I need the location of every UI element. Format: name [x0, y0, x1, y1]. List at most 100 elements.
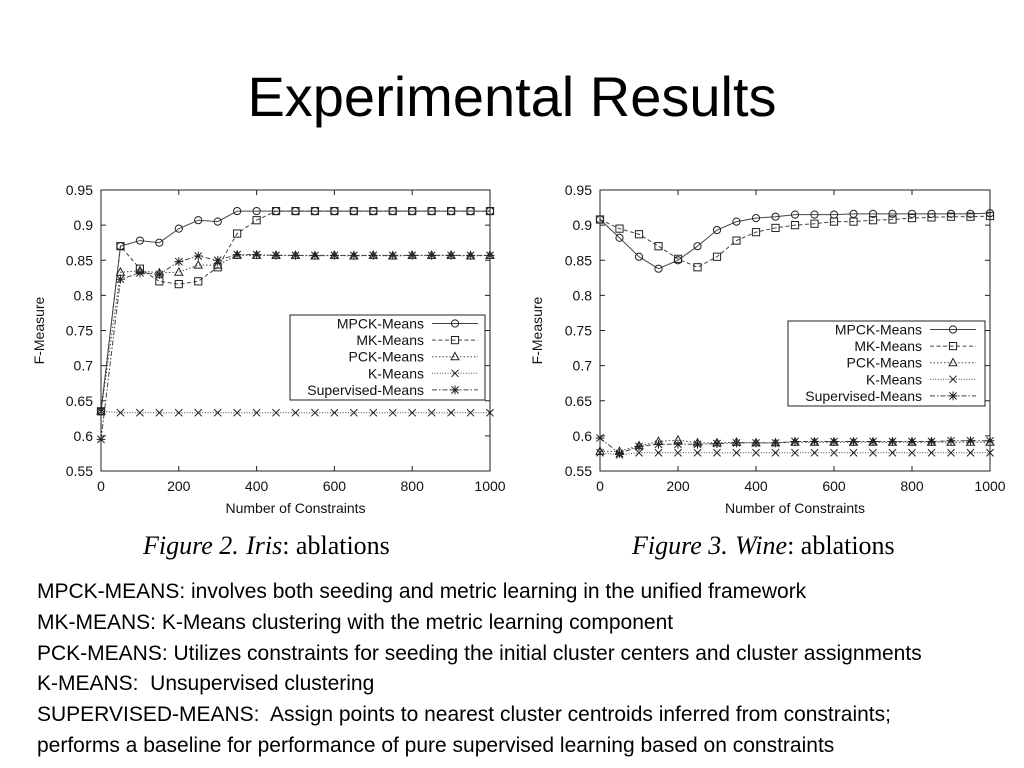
supervised-means-point: [174, 257, 184, 267]
mpck-means-point: [849, 209, 858, 218]
mk-means-point: [291, 206, 300, 216]
x-tick-label: 600: [323, 478, 347, 494]
dataset-name: Wine: [735, 531, 788, 560]
pck-means-point: [946, 436, 956, 446]
k-means-point: [252, 408, 261, 417]
mpck-means-point: [194, 216, 203, 225]
x-tick-label: 800: [900, 478, 924, 494]
supervised-means-point: [771, 438, 780, 448]
wine-chart-plot: 0.55 0.6 0.65 0.7 0.75 0.8 0.85 0.9 0.95 0 200 400 6…: [529, 182, 1006, 516]
k-means-point: [135, 408, 144, 417]
k-means-point: [310, 408, 319, 417]
description-supervised-means-continued: performs a baseline for performance of p…: [37, 733, 835, 757]
mk-means-point: [615, 224, 624, 233]
pck-means-point: [965, 436, 976, 446]
supervised-means-point: [446, 250, 456, 260]
mpck-means-point: [712, 225, 722, 235]
pck-means-point: [193, 259, 204, 269]
mk-means-point: [233, 229, 242, 238]
k-means-point: [635, 448, 643, 457]
supervised-means-point: [213, 255, 223, 265]
supervised-means-point: [868, 437, 878, 446]
caption-text: : ablations: [282, 531, 390, 560]
k-means-point: [194, 408, 203, 417]
wine-figure-caption: Figure 3. Wine: ablations: [632, 530, 895, 562]
supervised-means-point: [907, 437, 917, 446]
slide-title: Experimental Results: [247, 65, 777, 128]
mk-means-line: [599, 215, 991, 268]
mk-means-point: [966, 212, 975, 221]
wine-chart: 0.55 0.6 0.65 0.7 0.75 0.8 0.85 0.9 0.95 0 200 400 6…: [528, 175, 1018, 520]
legend-swatch-marker: [450, 319, 460, 328]
x-tick-label: 600: [822, 478, 846, 494]
method-descriptions: MPCK-MEANS: involves both seeding and me…: [37, 577, 1017, 762]
mk-means-point: [771, 223, 780, 233]
y-tick-label: 0.8: [74, 287, 94, 303]
mk-means-point: [946, 212, 956, 221]
k-means-point: [693, 448, 702, 457]
k-means-point: [966, 448, 975, 457]
supervised-means-point: [466, 250, 475, 260]
supervised-means-point: [634, 442, 644, 451]
y-tick-label: 0.55: [565, 463, 592, 479]
k-means-point: [349, 408, 358, 417]
legend-swatch-marker: [948, 357, 958, 367]
dataset-name: Iris: [246, 531, 283, 560]
mpck-means-point: [615, 233, 624, 242]
y-axis-label: F-Measure: [529, 296, 545, 364]
y-tick-label: 0.75: [565, 323, 592, 339]
supervised-means-point: [407, 250, 417, 260]
y-tick-label: 0.85: [565, 252, 592, 268]
supervised-means-point: [732, 438, 741, 448]
supervised-means-point: [751, 438, 761, 448]
supervised-means-point: [849, 437, 858, 446]
k-means-point: [674, 448, 682, 457]
k-means-point: [330, 408, 339, 417]
mpck-means-point: [155, 238, 164, 247]
figure-number: Figure 3.: [632, 531, 728, 560]
supervised-means-point: [888, 437, 897, 446]
mk-means-point: [732, 236, 741, 245]
legend-swatch-marker: [450, 385, 460, 395]
mk-means-point: [271, 206, 281, 216]
description-pck-means: PCK-MEANS: Utilizes constraints for seed…: [37, 641, 922, 665]
x-axis-label: Number of Constraints: [725, 500, 865, 516]
k-means-point: [849, 448, 858, 457]
k-means-point: [752, 448, 760, 457]
mpck-means-point: [693, 242, 702, 251]
mpck-means-point: [654, 264, 663, 273]
supervised-means-point: [193, 251, 203, 261]
mpck-means-point: [868, 209, 878, 218]
k-means-point: [810, 448, 819, 457]
legend-swatch-marker: [948, 342, 958, 351]
k-means-point: [908, 448, 916, 457]
mk-means-point: [447, 206, 456, 216]
mk-means-point: [427, 206, 436, 216]
x-tick-label: 200: [167, 478, 191, 494]
legend-entry-label: K-Means: [368, 365, 424, 381]
mpck-means-point: [233, 206, 242, 216]
y-tick-label: 0.7: [573, 358, 593, 374]
y-tick-label: 0.7: [74, 358, 94, 374]
mk-means-point: [751, 228, 761, 237]
supervised-means-point: [252, 250, 261, 260]
mpck-means-point: [634, 252, 644, 261]
description-mpck-means: MPCK-MEANS: involves both seeding and me…: [37, 580, 807, 603]
figure-number: Figure 2.: [143, 531, 239, 560]
x-tick-label: 200: [666, 478, 690, 494]
k-means-point: [713, 448, 721, 457]
y-tick-label: 0.65: [66, 393, 93, 409]
mk-means-point: [174, 280, 183, 289]
mk-means-point: [634, 230, 644, 239]
mpck-means-point: [213, 217, 222, 226]
supervised-means-point: [790, 437, 800, 446]
description-mk-means: MK-MEANS: K-Means clustering with the me…: [37, 610, 674, 634]
x-tick-label: 400: [744, 478, 768, 494]
supervised-means-point: [330, 250, 339, 260]
mpck-means-point: [174, 224, 183, 233]
iris-figure-caption: Figure 2. Iris: ablations: [143, 530, 390, 562]
k-means-point: [174, 408, 183, 417]
mk-means-point: [693, 263, 702, 272]
mk-means-point: [829, 217, 839, 226]
pck-means-point: [212, 259, 223, 269]
